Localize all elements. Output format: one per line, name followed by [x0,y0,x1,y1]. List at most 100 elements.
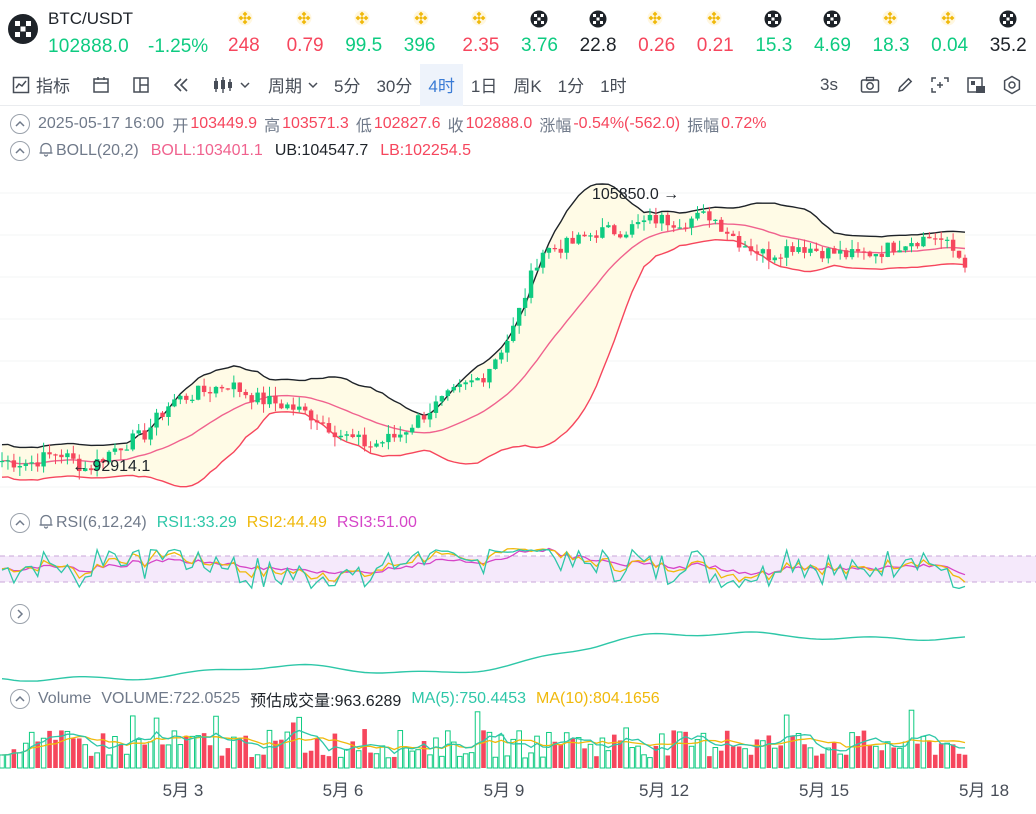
candle-body [83,468,88,472]
ticker-item[interactable]: 3.76 [519,0,578,64]
x-axis-label: 5月 18 [959,781,1009,800]
interval-tab[interactable]: 4时 [420,63,463,106]
expand-icon[interactable] [10,604,30,624]
rsi-row: RSI(6,12,24) RSI1:33.29 RSI2:44.49 RSI3:… [0,512,424,534]
indicator-button[interactable]: 指标 [0,64,78,106]
ticker-item[interactable]: 99.5 [343,0,402,64]
candle-body [481,378,486,383]
collapse-icon[interactable] [10,114,30,134]
volume-bar [676,731,683,769]
ticker-item[interactable]: 18.3 [871,0,930,64]
ticker-item[interactable]: 0.26 [636,0,695,64]
frame-plus-icon [930,76,950,94]
candle-body [392,433,397,438]
volume-estimate: 预估成交量:963.6289 [250,693,402,710]
volume-bar [17,752,23,769]
candle-body [106,451,112,463]
volume-ma5: MA(5):750.4453 [411,690,527,707]
interval-tab[interactable]: 1时 [600,77,627,96]
volume-bar [5,754,11,769]
volume-bar [807,747,814,769]
bell-icon[interactable] [38,141,54,162]
volume-bar [671,730,677,768]
volume-bar [82,744,89,769]
volume-bar [64,730,71,769]
x-axis-label: 5月 12 [639,781,689,800]
volume-bar [153,717,160,769]
candle-body [457,384,462,387]
ticker-item[interactable]: 2.35 [460,0,519,64]
volume-bar [891,747,896,768]
interval-tab[interactable]: 1分 [557,77,585,96]
main-symbol[interactable]: BTC/USDT 102888.0 -1.25% [0,0,226,64]
ticker-value: 35.2 [989,35,1027,56]
volume-bar [558,744,564,768]
candle-body [629,224,635,235]
boll-ub: UB:104547.7 [274,142,369,159]
camera-icon [860,76,880,94]
ticker-item[interactable]: 248 [226,0,285,64]
bell-icon[interactable] [38,513,54,534]
chart-type-button[interactable] [198,64,258,106]
candle-body [11,460,17,468]
interval-tab[interactable]: 30分 [376,77,413,96]
volume-bar [694,739,701,769]
candle-body [933,238,938,240]
close-value: 102888.0 [465,115,533,132]
ticker-value: 0.04 [931,35,969,56]
candle-body [623,234,629,238]
replay-button[interactable] [158,64,198,106]
volume-bar [427,754,433,769]
volume-bar [950,744,956,768]
ohlc-row: 2025-05-17 16:00 开 103449.9 高 103571.3 低… [0,113,773,135]
interval-tab[interactable]: 周K [513,77,542,96]
calendar-button[interactable] [78,64,118,106]
candle-body [314,420,320,423]
add-chart-button[interactable] [922,64,958,106]
candle-body [796,247,801,252]
ticker-item[interactable]: 0.79 [285,0,344,64]
volume-bar [302,752,308,768]
ticker-item[interactable]: 396 [402,0,461,64]
ticker-item[interactable]: 4.69 [812,0,871,64]
candle-body [320,422,326,424]
ticker-item[interactable]: 0.04 [929,0,988,64]
candle-body [374,443,379,447]
candle-body [879,254,884,257]
interval-tab[interactable]: 1日 [470,77,498,96]
ticker-item[interactable]: 22.8 [578,0,637,64]
screenshot-button[interactable] [852,64,888,106]
ticker-item[interactable]: 35.2 [988,0,1036,64]
refresh-interval[interactable]: 3s [820,75,838,94]
volume-bar [195,735,201,769]
volume-bar [183,735,189,768]
volume-bar [504,755,511,769]
binance-icon [940,10,956,26]
candle-body [594,235,599,238]
chevron-down-icon [308,81,318,89]
collapse-icon[interactable] [10,141,30,161]
volume-bar [314,738,320,768]
ticker-item[interactable]: 0.21 [695,0,754,64]
template-button[interactable] [958,64,994,106]
candle-body [273,395,278,404]
volume-bar [861,730,867,768]
candle-body [427,412,433,420]
collapse-icon[interactable] [10,513,30,533]
ticker-item[interactable]: 15.3 [753,0,812,64]
interval-tab[interactable]: 5分 [334,77,361,96]
collapse-icon[interactable] [10,689,30,709]
candle-body [635,222,641,225]
volume-bar [249,756,254,768]
x-axis-label: 5月 6 [323,781,364,800]
oscillator-line [1,631,966,682]
draw-button[interactable] [888,64,922,106]
candle-body [730,233,736,237]
pair-name: BTC/USDT [48,9,133,28]
settings-button[interactable] [994,64,1036,106]
layout-button[interactable] [118,64,158,106]
period-dropdown[interactable]: 周期 [258,64,326,106]
volume-bar [516,730,522,769]
volume-bar [522,757,528,769]
